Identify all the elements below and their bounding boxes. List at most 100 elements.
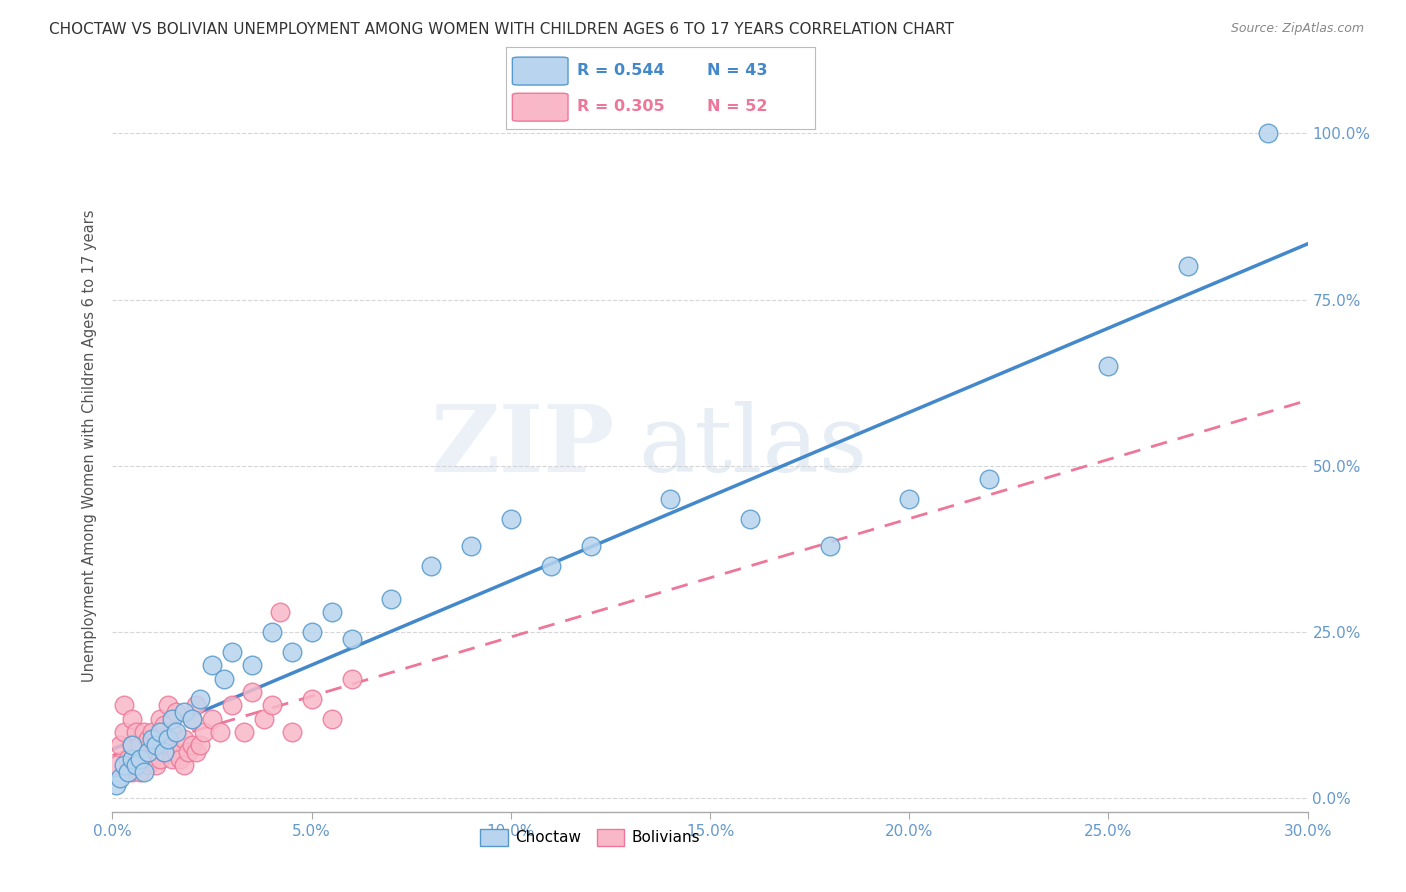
Point [240, 658, 263, 673]
Point [181, 712, 204, 726]
Point [105, 778, 128, 792]
Point [121, 738, 143, 752]
Point [149, 751, 172, 765]
Point [121, 738, 143, 752]
Point [193, 725, 215, 739]
Point [221, 698, 243, 713]
Point [134, 764, 156, 779]
Point [898, 492, 921, 507]
Point [145, 738, 167, 752]
Text: atlas: atlas [638, 401, 868, 491]
Point [281, 725, 304, 739]
Point [321, 712, 343, 726]
Y-axis label: Unemployment Among Women with Children Ages 6 to 17 years: Unemployment Among Women with Children A… [82, 210, 97, 682]
Point [121, 764, 143, 779]
Point [105, 758, 128, 772]
Point [201, 658, 224, 673]
Point [460, 539, 482, 553]
Point [201, 712, 224, 726]
Point [659, 492, 682, 507]
Point [153, 745, 176, 759]
Point [177, 745, 200, 759]
Point [129, 751, 152, 765]
Point [260, 625, 283, 640]
Point [186, 745, 208, 759]
Text: Source: ZipAtlas.com: Source: ZipAtlas.com [1230, 22, 1364, 36]
Point [141, 731, 163, 746]
Point [1177, 260, 1199, 274]
Legend: Choctaw, Bolivians: Choctaw, Bolivians [474, 822, 707, 852]
Point [162, 751, 183, 765]
Point [162, 725, 183, 739]
Point [221, 645, 243, 659]
Text: N = 52: N = 52 [707, 99, 768, 114]
Point [321, 605, 343, 619]
Point [165, 725, 187, 739]
Text: ZIP: ZIP [430, 401, 614, 491]
Point [165, 705, 187, 719]
Point [977, 472, 1000, 486]
Point [129, 764, 152, 779]
FancyBboxPatch shape [512, 94, 568, 121]
Point [114, 725, 135, 739]
Point [145, 731, 167, 746]
Point [188, 738, 211, 752]
Point [114, 758, 135, 772]
Point [134, 725, 156, 739]
Point [579, 539, 602, 553]
Point [153, 718, 176, 732]
Point [141, 725, 163, 739]
Point [153, 745, 176, 759]
Text: R = 0.544: R = 0.544 [578, 62, 665, 78]
Point [380, 591, 402, 606]
Point [125, 758, 148, 772]
Point [420, 558, 443, 573]
Point [138, 731, 160, 746]
Point [110, 772, 132, 786]
Point [121, 751, 143, 765]
Point [188, 691, 211, 706]
Point [173, 731, 195, 746]
Point [110, 738, 132, 752]
Point [157, 731, 180, 746]
Point [253, 712, 276, 726]
Point [281, 645, 304, 659]
Point [165, 745, 187, 759]
Point [145, 758, 167, 772]
Point [149, 725, 172, 739]
Point [114, 698, 135, 713]
Point [260, 698, 283, 713]
Point [125, 725, 148, 739]
Point [301, 691, 323, 706]
Point [129, 738, 152, 752]
Point [121, 712, 143, 726]
Point [117, 751, 139, 765]
Point [738, 512, 761, 526]
Point [340, 632, 363, 646]
Point [125, 751, 148, 765]
FancyBboxPatch shape [512, 57, 568, 85]
Point [209, 725, 232, 739]
Point [340, 672, 363, 686]
Point [149, 712, 172, 726]
Point [141, 751, 163, 765]
Text: CHOCTAW VS BOLIVIAN UNEMPLOYMENT AMONG WOMEN WITH CHILDREN AGES 6 TO 17 YEARS CO: CHOCTAW VS BOLIVIAN UNEMPLOYMENT AMONG W… [49, 22, 955, 37]
Point [181, 712, 204, 726]
Point [186, 698, 208, 713]
Point [301, 625, 323, 640]
Point [540, 558, 562, 573]
Point [818, 539, 841, 553]
Point [233, 725, 256, 739]
Point [173, 758, 195, 772]
Point [138, 758, 160, 772]
Point [169, 751, 191, 765]
Point [157, 738, 180, 752]
Point [117, 764, 139, 779]
Point [1257, 127, 1279, 141]
Point [134, 751, 156, 765]
Point [157, 698, 180, 713]
Point [212, 672, 235, 686]
Point [162, 712, 183, 726]
Text: R = 0.305: R = 0.305 [578, 99, 665, 114]
Point [269, 605, 291, 619]
